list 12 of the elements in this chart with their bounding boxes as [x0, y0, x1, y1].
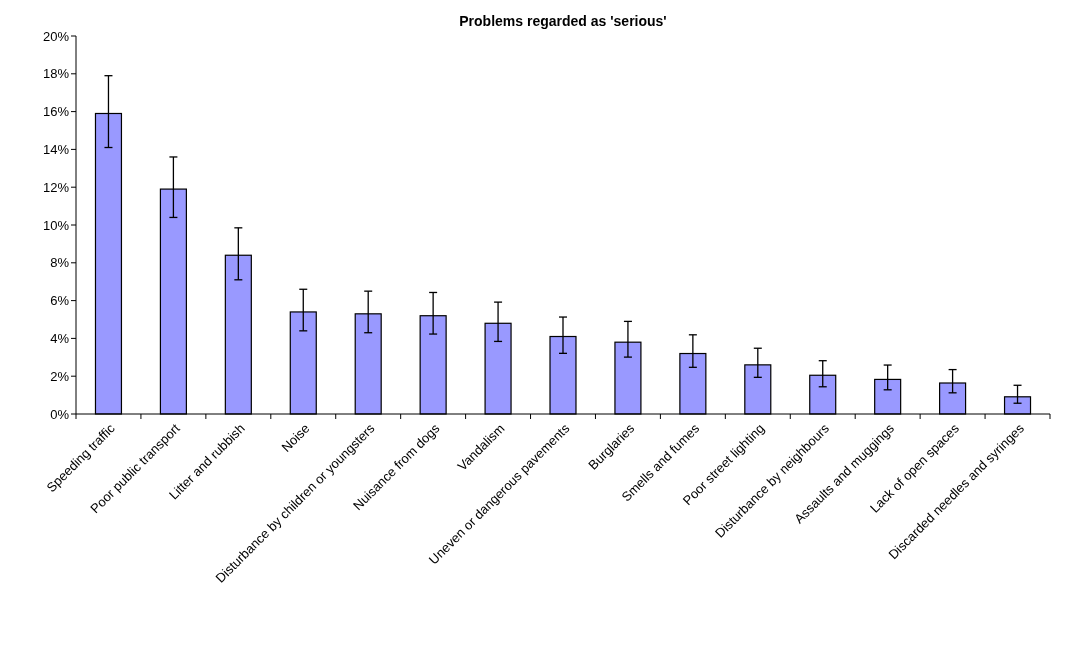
y-tick-label: 14%: [42, 141, 70, 157]
y-tick-label: 18%: [42, 66, 70, 82]
y-tick-label: 12%: [42, 179, 70, 195]
y-tick-label: 4%: [50, 330, 70, 346]
y-tick-label: 16%: [42, 104, 70, 120]
y-tick-label: 0%: [50, 406, 70, 422]
chart-title: Problems regarded as 'serious': [459, 13, 667, 29]
y-tick-label: 2%: [50, 368, 70, 384]
y-tick-label: 8%: [50, 255, 70, 271]
y-tick-label: 10%: [42, 217, 70, 233]
y-tick-label: 20%: [42, 28, 70, 44]
y-tick-label: 6%: [50, 293, 70, 309]
